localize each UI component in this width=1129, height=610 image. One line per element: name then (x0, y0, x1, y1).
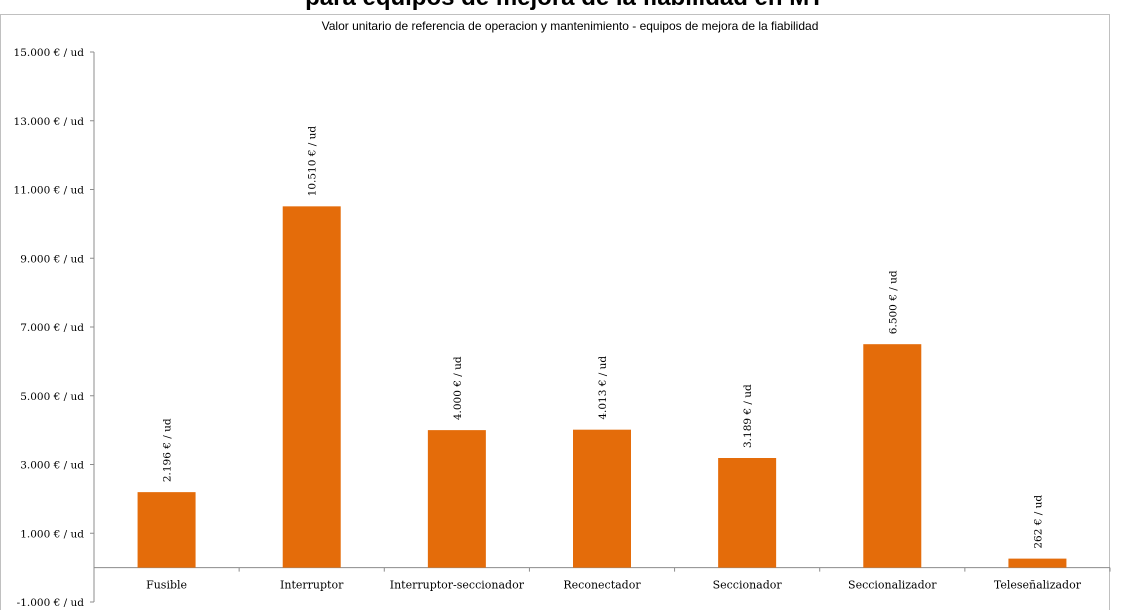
bars (137, 206, 1067, 568)
y-tick-label: 9.000 € / ud (20, 253, 84, 265)
data-labels: 2.196 € / ud 10.510 € / ud 4.000 € / ud 4.0… (162, 126, 1045, 549)
slide-title: para equipos de mejora de la fiabilidad … (0, 0, 1129, 12)
bar (1008, 558, 1067, 568)
x-tick-label: Interruptor-seccionador (390, 579, 525, 592)
y-tick-label: 1.000 € / ud (20, 528, 84, 540)
y-tick-label: 5.000 € / ud (20, 391, 84, 403)
data-label: 6.500 € / ud (887, 270, 899, 334)
x-tick-label: Teleseñalizador (994, 579, 1082, 592)
bar (137, 492, 196, 568)
y-tick-label: -1.000 € / ud (17, 597, 85, 609)
x-tick-label: Fusible (146, 579, 187, 592)
y-tick-label: 15.000 € / ud (14, 47, 85, 59)
y-tick-label: 3.000 € / ud (20, 460, 84, 472)
x-tick-label: Reconectador (563, 579, 641, 592)
x-axis: Fusible Interruptor Interruptor-seccionado… (94, 567, 1111, 592)
y-tick-label: 7.000 € / ud (20, 322, 84, 334)
x-tick-label: Interruptor (280, 579, 344, 592)
x-tick-label: Seccionador (713, 579, 783, 592)
bar (282, 206, 341, 568)
data-label: 2.196 € / ud (162, 418, 174, 482)
chart-title: Valor unitario de referencia de operacio… (322, 19, 819, 33)
x-tick-label: Seccionalizador (848, 579, 937, 592)
data-label: 10.510 € / ud (307, 126, 319, 197)
data-label: 262 € / ud (1032, 495, 1044, 549)
data-label: 3.189 € / ud (742, 384, 754, 448)
data-label: 4.013 € / ud (597, 356, 609, 420)
y-tick-label: 13.000 € / ud (14, 116, 85, 128)
y-tick-label: 11.000 € / ud (14, 185, 85, 197)
y-axis: -1.000 € / ud 1.000 € / ud 3.000 € / ud 5.0… (14, 47, 95, 609)
bar (863, 344, 922, 568)
data-label: 4.000 € / ud (452, 356, 464, 420)
bar (427, 430, 486, 568)
bar (718, 458, 777, 568)
bar (573, 429, 631, 568)
